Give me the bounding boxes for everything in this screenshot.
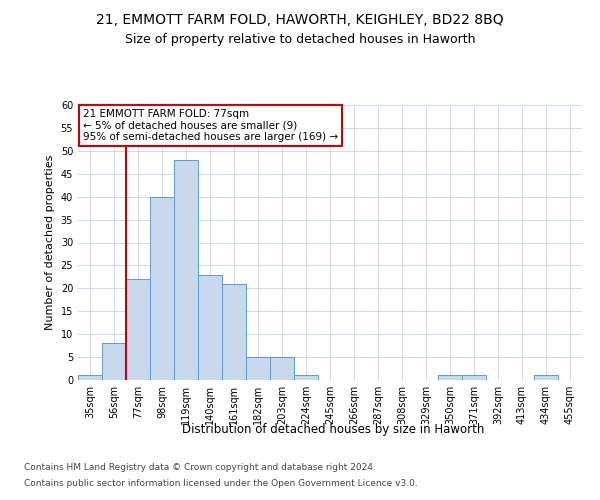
Bar bbox=[78, 376, 102, 380]
Bar bbox=[294, 376, 318, 380]
Bar bbox=[438, 376, 462, 380]
Bar bbox=[174, 160, 198, 380]
Text: Contains HM Land Registry data © Crown copyright and database right 2024.: Contains HM Land Registry data © Crown c… bbox=[24, 464, 376, 472]
Text: 21, EMMOTT FARM FOLD, HAWORTH, KEIGHLEY, BD22 8BQ: 21, EMMOTT FARM FOLD, HAWORTH, KEIGHLEY,… bbox=[96, 12, 504, 26]
Bar bbox=[198, 274, 222, 380]
Bar bbox=[102, 344, 126, 380]
Bar bbox=[246, 357, 270, 380]
Text: Contains public sector information licensed under the Open Government Licence v3: Contains public sector information licen… bbox=[24, 478, 418, 488]
Text: Size of property relative to detached houses in Haworth: Size of property relative to detached ho… bbox=[125, 32, 475, 46]
Bar bbox=[150, 196, 174, 380]
Y-axis label: Number of detached properties: Number of detached properties bbox=[45, 155, 55, 330]
Bar bbox=[462, 376, 486, 380]
Text: 21 EMMOTT FARM FOLD: 77sqm
← 5% of detached houses are smaller (9)
95% of semi-d: 21 EMMOTT FARM FOLD: 77sqm ← 5% of detac… bbox=[83, 109, 338, 142]
Bar bbox=[534, 376, 558, 380]
Bar bbox=[270, 357, 294, 380]
Bar bbox=[126, 279, 150, 380]
Bar bbox=[222, 284, 246, 380]
Text: Distribution of detached houses by size in Haworth: Distribution of detached houses by size … bbox=[182, 422, 484, 436]
